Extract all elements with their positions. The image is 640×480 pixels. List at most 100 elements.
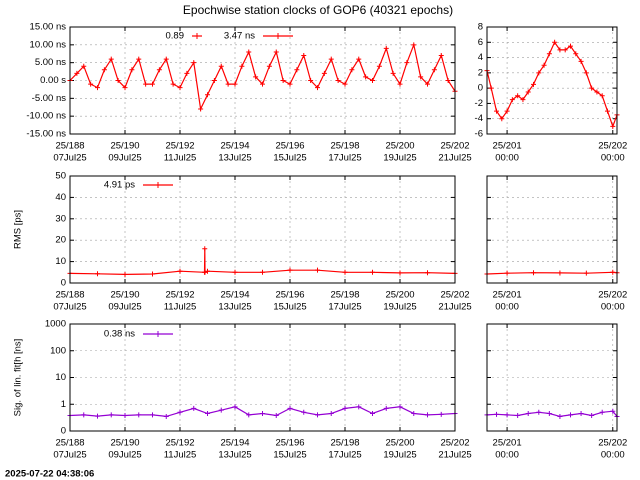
x-tick-label: 25/198	[330, 290, 359, 301]
y-tick-label: -15.00 ns	[26, 129, 66, 140]
x-tick-sublabel: 00:00	[601, 450, 625, 461]
x-tick-sublabel: 13Jul25	[218, 302, 251, 313]
x-tick-label: 25/202	[440, 141, 469, 152]
point	[541, 62, 547, 68]
plot-frame	[69, 323, 456, 432]
point	[202, 246, 208, 252]
point	[411, 411, 417, 417]
point	[411, 42, 417, 48]
point	[163, 413, 169, 419]
legend-label: 4.91 ps	[104, 180, 135, 191]
x-tick-label: 25/194	[220, 290, 249, 301]
point	[280, 78, 286, 83]
point	[488, 85, 494, 91]
x-tick-sublabel: 15Jul25	[273, 450, 306, 461]
point	[115, 78, 121, 83]
point	[301, 53, 307, 59]
point	[589, 412, 595, 418]
x-tick-label: 25/202	[598, 438, 627, 449]
point	[557, 270, 563, 276]
point	[546, 411, 552, 417]
point	[328, 411, 334, 417]
point	[531, 270, 537, 276]
point	[536, 70, 542, 76]
point	[74, 70, 80, 76]
point	[418, 74, 424, 80]
point	[260, 269, 265, 275]
point	[349, 67, 355, 73]
plot-frame	[486, 175, 618, 284]
point	[108, 412, 114, 418]
x-tick-label: 25/198	[330, 438, 359, 449]
y-axis-label: Sig. of lin. fit[h [ns]	[13, 339, 24, 417]
point	[509, 97, 515, 103]
point	[390, 70, 396, 76]
point	[211, 78, 217, 83]
point	[101, 67, 107, 73]
point	[273, 49, 279, 55]
point	[239, 63, 245, 69]
series-line	[69, 248, 456, 276]
x-tick-sublabel: 21Jul25	[438, 302, 471, 313]
point	[546, 51, 552, 57]
point	[578, 58, 584, 64]
x-tick-label: 25/192	[165, 438, 194, 449]
timestamp: 2025-07-22 04:38:06	[5, 469, 94, 480]
point	[370, 269, 375, 275]
x-tick-label: 25/190	[110, 290, 139, 301]
point	[191, 60, 197, 66]
x-tick-sublabel: 09Jul25	[108, 302, 141, 313]
y-tick-label: 100	[50, 345, 66, 356]
point	[218, 63, 224, 69]
point	[425, 81, 430, 87]
point	[425, 412, 430, 418]
x-tick-label: 25/200	[385, 141, 414, 152]
series-line	[486, 41, 618, 129]
x-tick-sublabel: 11Jul25	[164, 302, 197, 313]
point	[294, 67, 300, 73]
point	[225, 81, 231, 87]
x-tick-label: 25/200	[385, 290, 414, 301]
x-tick-sublabel: 00:00	[495, 153, 519, 164]
point	[552, 39, 558, 45]
point	[308, 78, 314, 83]
point	[425, 270, 430, 276]
x-tick-label: 25/201	[493, 438, 522, 449]
point	[150, 81, 155, 87]
point	[531, 81, 537, 87]
point	[589, 85, 595, 91]
point	[315, 412, 320, 418]
x-tick-label: 25/196	[275, 290, 304, 301]
point	[246, 412, 252, 418]
point	[370, 78, 375, 83]
point	[287, 81, 293, 87]
x-tick-sublabel: 21Jul25	[438, 153, 471, 164]
point	[356, 56, 362, 62]
x-tick-sublabel: 17Jul25	[328, 450, 361, 461]
x-tick-label: 25/201	[493, 290, 522, 301]
y-axis-label: RMS [ps]	[13, 210, 24, 249]
point	[246, 49, 252, 55]
point	[122, 85, 128, 91]
x-tick-label: 25/202	[440, 290, 469, 301]
point	[573, 51, 579, 57]
y-tick-label: 2	[478, 67, 483, 78]
x-tick-sublabel: 00:00	[601, 302, 625, 313]
point	[163, 56, 169, 62]
y-tick-label: 50	[55, 171, 66, 182]
point	[81, 63, 87, 69]
x-tick-sublabel: 15Jul25	[273, 153, 306, 164]
x-tick-label: 25/188	[55, 438, 84, 449]
point	[88, 81, 94, 87]
x-tick-label: 25/190	[110, 141, 139, 152]
point	[143, 81, 149, 87]
point	[494, 411, 500, 417]
point	[253, 74, 259, 80]
point	[342, 81, 348, 87]
y-tick-label: 0.00 s	[40, 75, 66, 86]
point	[610, 123, 616, 129]
point	[578, 411, 584, 417]
legend-key	[155, 182, 161, 188]
point	[599, 93, 605, 99]
